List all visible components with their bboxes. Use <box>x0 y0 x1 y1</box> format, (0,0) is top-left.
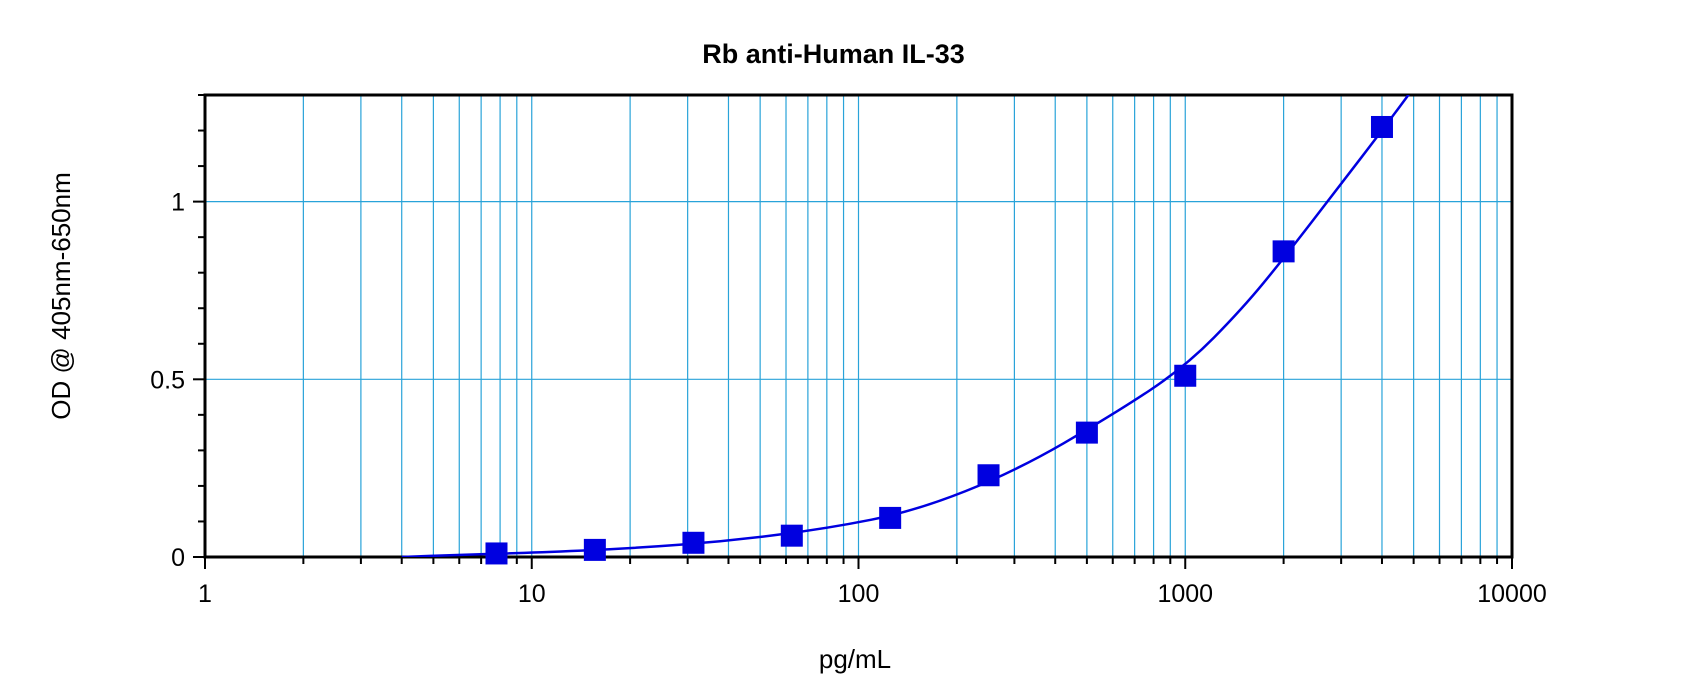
y-tick-label: 0 <box>171 544 185 572</box>
data-point <box>1075 421 1098 444</box>
x-tick-label: 100 <box>838 580 880 608</box>
axis-ticks <box>193 94 1513 569</box>
data-point <box>682 531 705 554</box>
data-points <box>485 115 1393 565</box>
fit-curve-group <box>401 95 1410 557</box>
tick-labels: 1 10 100 1000 10000 0 0.5 1 <box>150 189 1547 608</box>
x-tick-label: 10000 <box>1477 580 1547 608</box>
y-tick-label: 1 <box>171 189 185 217</box>
x-tick-label: 1 <box>198 580 212 608</box>
y-axis-label: OD @ 405nm-650nm <box>46 172 76 420</box>
x-tick-label: 1000 <box>1157 580 1213 608</box>
chart-title: Rb anti-Human IL-33 <box>702 39 965 69</box>
data-point <box>1370 115 1393 138</box>
fit-curve <box>401 95 1410 557</box>
x-axis-label: pg/mL <box>819 644 891 674</box>
data-point <box>879 506 902 529</box>
data-point <box>1174 364 1197 387</box>
grid-lines <box>205 95 1512 557</box>
data-point <box>583 538 606 561</box>
x-tick-label: 10 <box>518 580 546 608</box>
data-point <box>780 524 803 547</box>
data-point <box>485 542 508 565</box>
y-tick-label: 0.5 <box>150 366 185 394</box>
data-point <box>977 464 1000 487</box>
data-point <box>1272 240 1295 263</box>
